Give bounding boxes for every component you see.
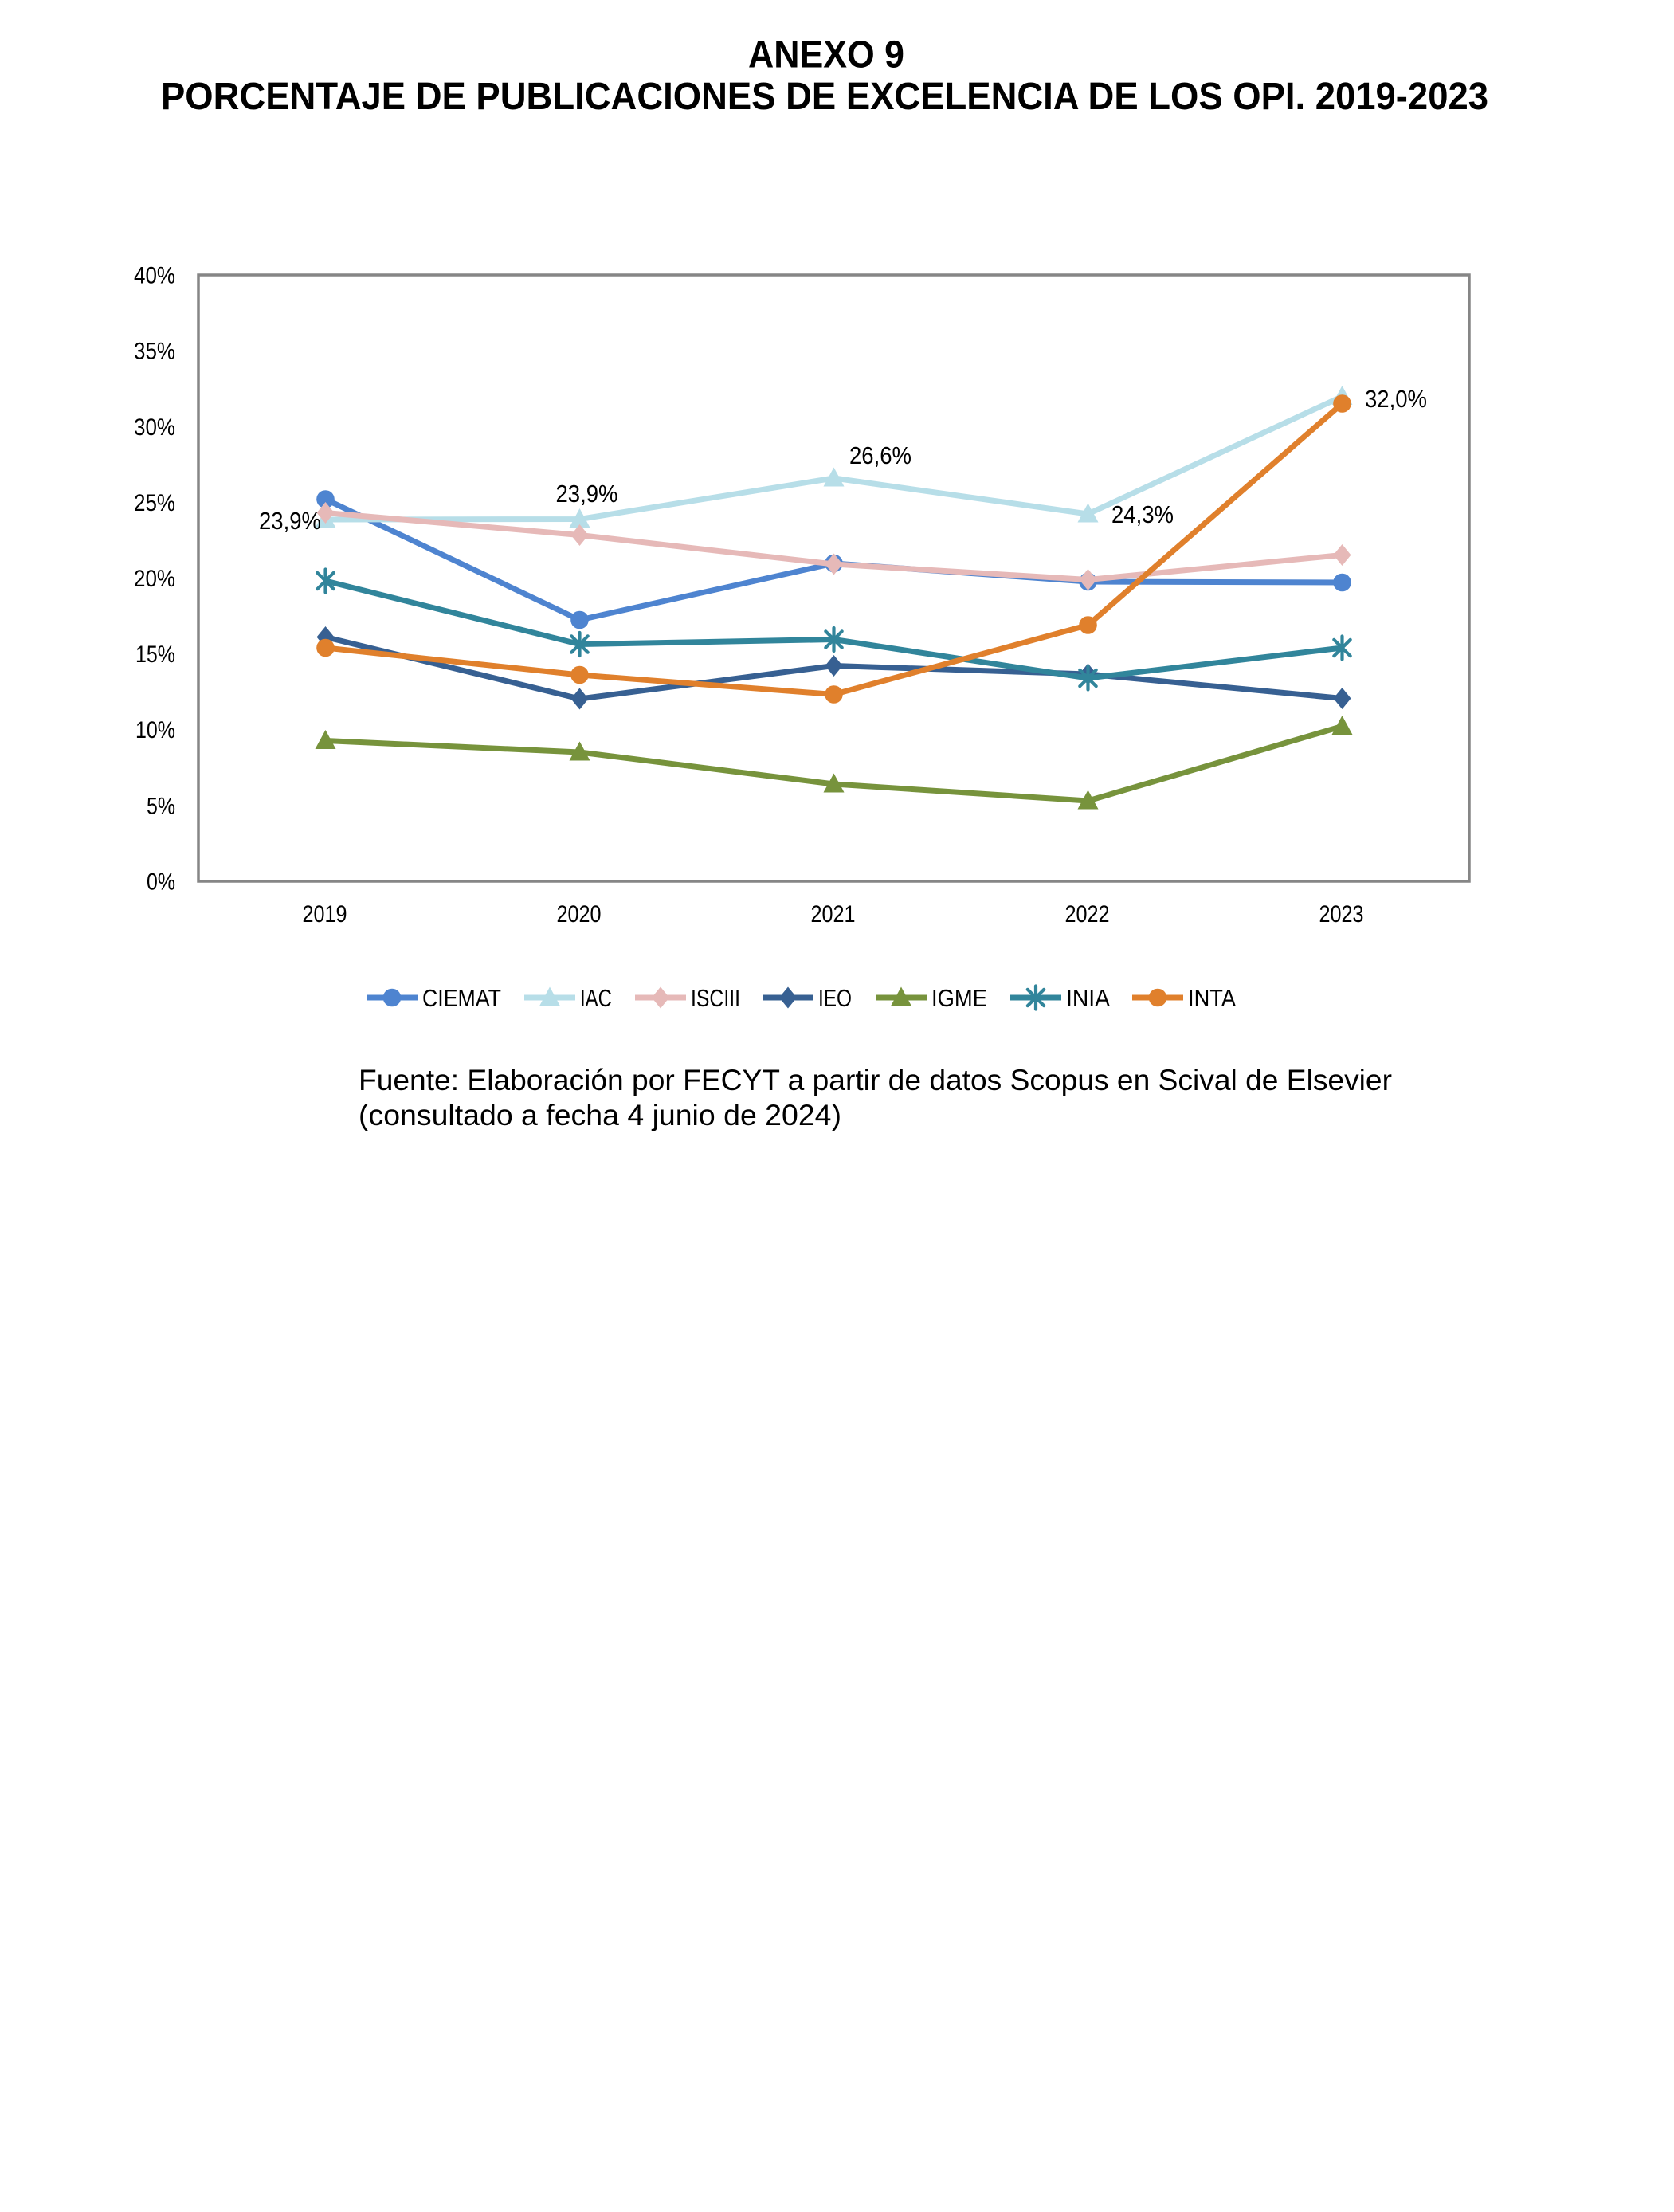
svg-text:10%: 10% — [135, 717, 175, 743]
svg-text:26,6%: 26,6% — [849, 441, 911, 469]
svg-text:2019: 2019 — [303, 901, 347, 928]
svg-text:ISCIII: ISCIII — [691, 984, 740, 1012]
svg-text:5%: 5% — [147, 793, 175, 819]
svg-text:15%: 15% — [135, 641, 175, 668]
svg-text:23,9%: 23,9% — [259, 507, 321, 535]
svg-text:(consultado a fecha 4 junio de: (consultado a fecha 4 junio de 2024) — [359, 1099, 841, 1131]
svg-text:ANEXO 9: ANEXO 9 — [748, 33, 904, 76]
svg-text:IAC: IAC — [580, 984, 612, 1012]
svg-text:2022: 2022 — [1065, 901, 1110, 928]
svg-text:CIEMAT: CIEMAT — [422, 984, 501, 1012]
svg-text:INTA: INTA — [1188, 984, 1236, 1012]
svg-text:40%: 40% — [134, 263, 175, 289]
svg-text:2023: 2023 — [1319, 901, 1364, 928]
svg-text:2021: 2021 — [811, 901, 856, 928]
svg-text:0%: 0% — [147, 869, 175, 896]
svg-text:32,0%: 32,0% — [1365, 385, 1427, 413]
svg-text:IEO: IEO — [818, 984, 852, 1012]
svg-text:INIA: INIA — [1066, 984, 1110, 1012]
svg-text:IGME: IGME — [931, 984, 987, 1012]
svg-text:2020: 2020 — [557, 901, 602, 928]
svg-text:24,3%: 24,3% — [1111, 500, 1174, 528]
svg-text:Fuente: Elaboración por FECYT: Fuente: Elaboración por FECYT a partir d… — [359, 1064, 1392, 1096]
svg-text:23,9%: 23,9% — [556, 480, 618, 508]
svg-text:35%: 35% — [134, 339, 175, 365]
svg-text:PORCENTAJE DE PUBLICACIONES DE: PORCENTAJE DE PUBLICACIONES DE EXCELENCI… — [161, 75, 1488, 118]
svg-text:30%: 30% — [134, 414, 175, 441]
svg-text:25%: 25% — [134, 490, 175, 516]
svg-text:20%: 20% — [134, 566, 175, 592]
